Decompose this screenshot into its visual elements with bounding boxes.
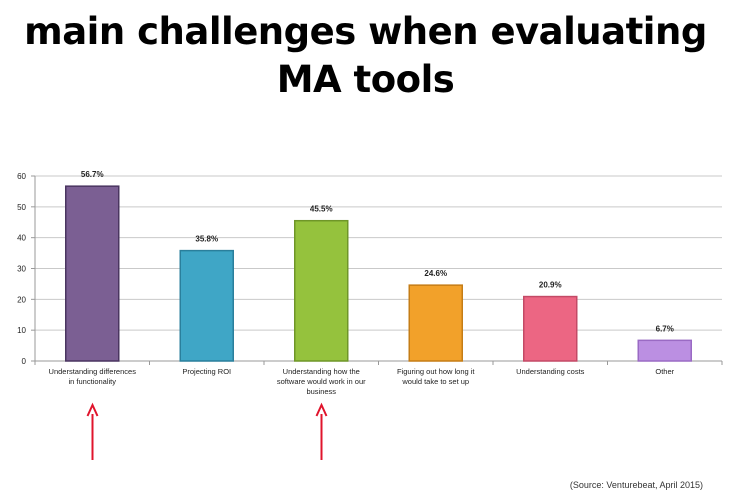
y-tick-label: 20 bbox=[17, 295, 26, 304]
x-tick-label: Figuring out how long it would take to se… bbox=[397, 367, 475, 386]
bar bbox=[637, 339, 692, 362]
x-tick-label-line: software would work in our bbox=[277, 377, 366, 386]
x-tick-label: Projecting ROI bbox=[182, 367, 231, 376]
x-tick-label-line: Other bbox=[655, 367, 674, 376]
x-tick-label-line: Understanding costs bbox=[516, 367, 585, 376]
data-label: 56.7% bbox=[81, 170, 104, 179]
x-tick-label: Understanding costs bbox=[516, 367, 585, 376]
x-tick-label-line: business bbox=[306, 387, 336, 396]
x-tick-label-line: Figuring out how long it bbox=[397, 367, 475, 376]
bar bbox=[65, 185, 120, 362]
highlight-arrow-head bbox=[86, 402, 99, 417]
x-tick-label-line: would take to set up bbox=[401, 377, 469, 386]
bar bbox=[523, 295, 578, 362]
x-tick-label-line: in functionality bbox=[68, 377, 116, 386]
bar bbox=[408, 284, 463, 362]
data-label: 20.9% bbox=[539, 281, 562, 290]
y-tick-label: 10 bbox=[17, 326, 26, 335]
data-label: 6.7% bbox=[656, 324, 674, 333]
y-tick-label: 30 bbox=[17, 265, 26, 274]
x-tick-label: Other bbox=[655, 367, 674, 376]
chart-title-line-2: MA tools bbox=[276, 58, 455, 101]
x-tick-label: Understanding differences in functionalit… bbox=[49, 367, 137, 386]
bar bbox=[179, 249, 234, 362]
x-tick-label: Understanding how the software would work… bbox=[277, 367, 366, 396]
data-label: 24.6% bbox=[424, 269, 447, 278]
data-label: 45.5% bbox=[310, 205, 333, 214]
x-tick-label-line: Understanding differences bbox=[49, 367, 137, 376]
highlight-arrow-head bbox=[315, 402, 328, 417]
data-label: 35.8% bbox=[195, 235, 218, 244]
source-note: (Source: Venturebeat, April 2015) bbox=[569, 480, 703, 490]
chart-title-line-1: main challenges when evaluating bbox=[24, 10, 707, 53]
x-tick-label-line: Understanding how the bbox=[283, 367, 360, 376]
bar bbox=[294, 219, 349, 362]
y-tick-label: 60 bbox=[17, 172, 26, 181]
y-tick-label: 0 bbox=[22, 357, 27, 366]
y-tick-label: 50 bbox=[17, 203, 26, 212]
y-tick-label: 40 bbox=[17, 234, 26, 243]
x-tick-label-line: Projecting ROI bbox=[182, 367, 231, 376]
chart-title: main challenges when evaluating MA tools bbox=[0, 8, 731, 104]
